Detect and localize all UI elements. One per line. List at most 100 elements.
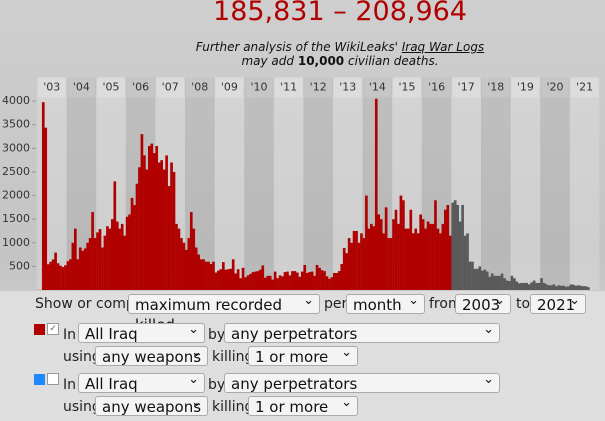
bar — [579, 285, 583, 290]
year-band — [569, 77, 600, 290]
dropdown[interactable]: any weapons — [95, 343, 208, 366]
x-tick-label: '06 — [132, 81, 149, 94]
bar — [268, 275, 272, 290]
year-label-bg — [334, 77, 362, 98]
bar — [374, 98, 378, 290]
bar — [209, 264, 213, 290]
bar — [69, 259, 72, 290]
bar — [567, 286, 570, 290]
bar — [323, 271, 326, 290]
bar — [419, 214, 422, 290]
bar — [135, 183, 139, 290]
title: 185,831 – 208,964 — [213, 0, 467, 27]
bar — [66, 261, 70, 290]
bar — [78, 247, 82, 290]
bar — [424, 228, 427, 290]
bar — [481, 270, 484, 290]
bar — [204, 261, 208, 290]
bar — [503, 278, 506, 290]
bar — [495, 275, 499, 290]
bar — [515, 281, 519, 290]
bar — [133, 205, 136, 290]
bar — [56, 263, 60, 290]
bar — [162, 169, 166, 290]
dropdown[interactable]: All Iraq — [78, 370, 205, 393]
year-band — [273, 77, 304, 290]
dropdown[interactable]: any perpetrators — [224, 320, 500, 343]
bar — [379, 219, 383, 290]
x-tick-label: '20 — [546, 81, 563, 94]
bar — [513, 278, 516, 290]
bar — [308, 272, 311, 290]
bar — [286, 271, 289, 290]
bar — [466, 233, 469, 290]
bar — [522, 282, 526, 290]
dropdown[interactable]: 2021 — [530, 291, 586, 314]
dropdown[interactable]: any weapons — [95, 393, 208, 416]
bar — [532, 280, 536, 290]
dropdown[interactable]: 2003 — [455, 291, 511, 314]
bar — [347, 238, 351, 290]
bar — [246, 275, 250, 290]
bar — [212, 261, 215, 290]
subtitle: Further analysis of the WikiLeaks' Iraq … — [0, 40, 605, 54]
bar — [389, 238, 393, 290]
bar — [510, 275, 514, 290]
year-band — [540, 77, 570, 290]
bar — [115, 221, 119, 290]
bar — [138, 167, 141, 290]
bar — [530, 282, 533, 290]
bar — [485, 271, 489, 290]
bar — [426, 221, 430, 290]
link[interactable]: Iraq War Logs — [401, 40, 485, 54]
dropdown[interactable]: 1 or more — [248, 343, 358, 366]
color-swatch[interactable] — [34, 324, 45, 335]
bar — [365, 195, 368, 290]
bar — [527, 284, 531, 290]
bar — [392, 219, 395, 290]
year-label-bg — [304, 77, 332, 98]
bar — [256, 271, 260, 290]
bar — [382, 233, 385, 290]
color-swatch[interactable] — [34, 374, 45, 385]
bar — [194, 247, 198, 290]
bar — [542, 282, 546, 290]
bar — [152, 153, 156, 290]
x-tick-label: '07 — [162, 81, 179, 94]
dropdown[interactable]: maximum recorded killed — [128, 291, 320, 334]
bar — [145, 169, 149, 290]
bar — [83, 248, 87, 290]
dropdown[interactable]: All Iraq — [78, 320, 205, 343]
bar — [355, 230, 358, 290]
bar — [547, 285, 551, 290]
bar — [54, 252, 57, 290]
bar — [587, 287, 590, 290]
text: may add — [241, 54, 295, 68]
bar — [281, 276, 284, 290]
year-band — [303, 77, 333, 290]
bar — [377, 214, 381, 290]
dropdown[interactable]: month — [346, 291, 425, 314]
bar — [476, 268, 479, 290]
bar — [448, 235, 452, 290]
bar — [263, 277, 267, 290]
bar — [463, 235, 467, 290]
bar — [261, 265, 265, 290]
x-tick-label: '03 — [43, 81, 60, 94]
bar — [500, 273, 504, 290]
dropdown[interactable]: any perpetrators — [224, 370, 500, 393]
bar — [207, 261, 210, 290]
x-tick-label: '08 — [191, 81, 208, 94]
bar — [429, 223, 432, 290]
bar — [199, 259, 203, 290]
bar — [150, 143, 154, 290]
bar — [340, 264, 344, 290]
checkbox[interactable]: ✓ — [47, 323, 59, 335]
bar — [537, 282, 541, 290]
dropdown[interactable]: 1 or more — [248, 393, 358, 416]
bar — [559, 285, 563, 290]
bar — [46, 264, 50, 290]
bar — [330, 277, 334, 290]
checkbox[interactable] — [47, 373, 59, 385]
